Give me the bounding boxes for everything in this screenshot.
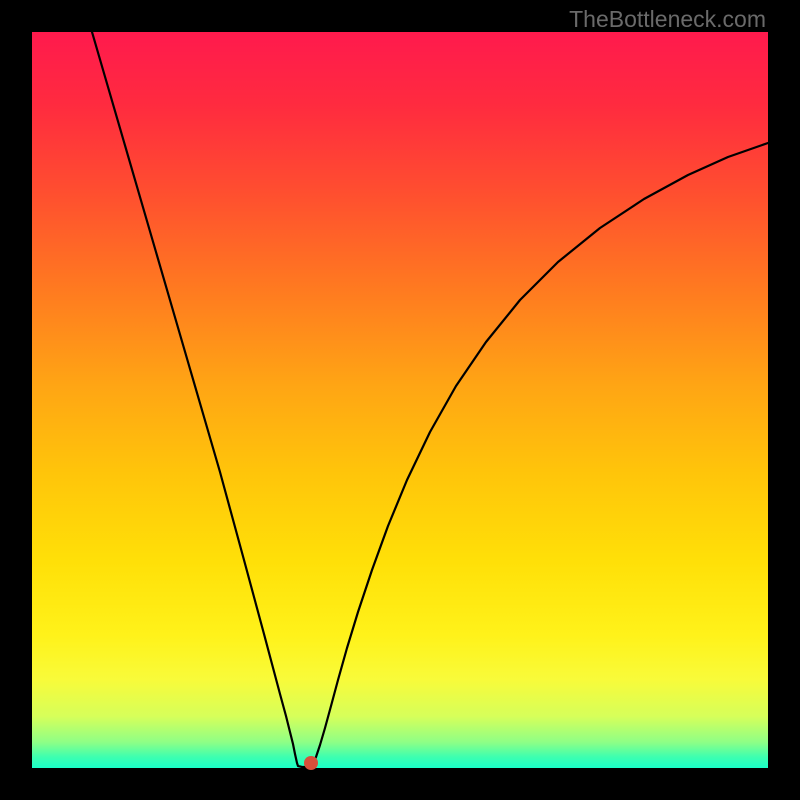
bottleneck-curve: [32, 32, 768, 768]
plot-area: [32, 32, 768, 768]
chart-canvas: TheBottleneck.com: [0, 0, 800, 800]
watermark-label: TheBottleneck.com: [569, 6, 766, 32]
optimal-point-marker: [304, 756, 318, 770]
watermark-text: TheBottleneck.com: [569, 6, 766, 33]
